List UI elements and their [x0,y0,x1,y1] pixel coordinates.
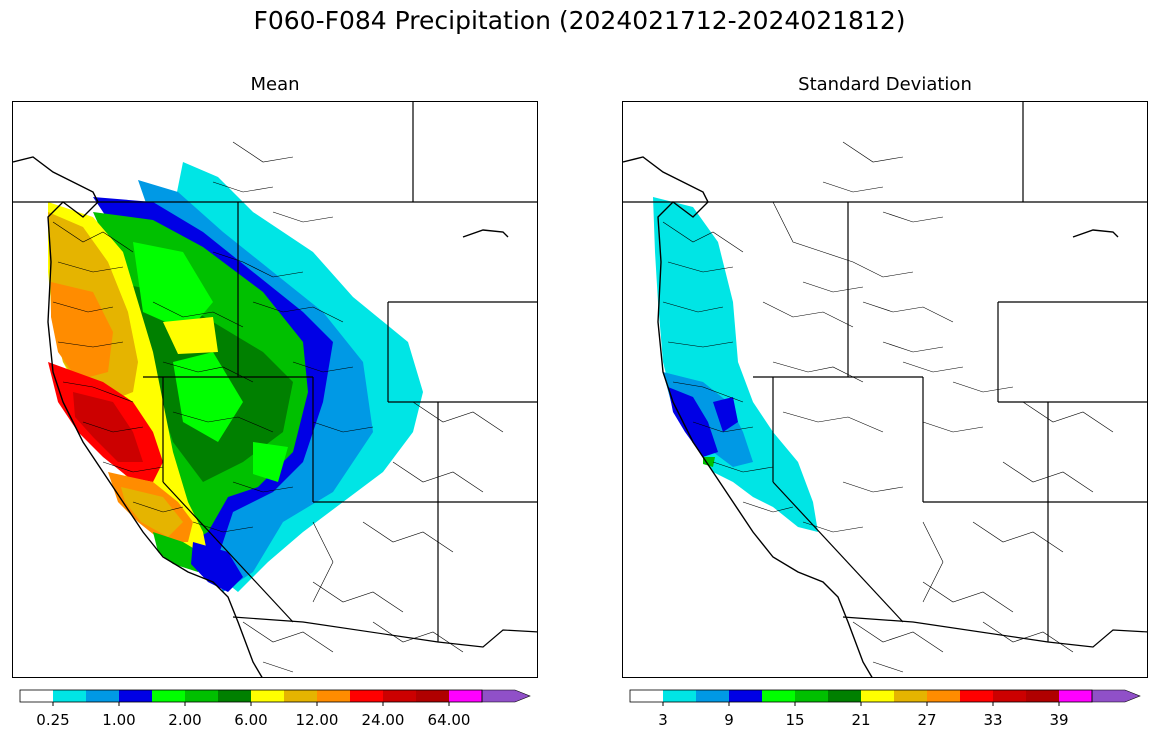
colorbar-swatch [696,690,729,702]
colorbar-swatch [894,690,927,702]
stddev-basin-lines [662,141,1114,673]
colorbar-swatch [284,690,317,702]
colorbar-swatch [630,690,663,702]
stddev-state-boundaries [623,102,1147,648]
colorbar-tick-label: 12.00 [295,711,339,729]
colorbar-swatch [663,690,696,702]
colorbar-swatch [251,690,284,702]
colorbar-tick-label: 33 [983,711,1003,729]
stddev-colorbar-svg [629,689,1141,706]
colorbar-swatch [861,690,894,702]
colorbar-swatch [185,690,218,702]
colorbar-tick-label: 9 [724,711,734,729]
colorbar-tick-label: 0.25 [36,711,70,729]
colorbar-swatch [1026,690,1059,702]
mean-colorbar-svg [19,689,531,706]
colorbar-tick-label: 24.00 [361,711,405,729]
colorbar-swatch [1059,690,1092,702]
mean-coastline [13,156,509,677]
colorbar-swatch [927,690,960,702]
stddev-colorbar [629,689,1141,706]
colorbar-swatch [762,690,795,702]
colorbar-tick-label: 1.00 [102,711,136,729]
colorbar-swatch [416,690,449,702]
colorbar-swatch [828,690,861,702]
stddev-map [622,101,1148,678]
mean-map [12,101,538,678]
colorbar-swatch [218,690,251,702]
stddev-panel-title: Standard Deviation [798,74,972,95]
mean-shading [48,162,423,592]
mean-state-boundaries [13,102,537,648]
colorbar-tick-label: 3 [658,711,668,729]
colorbar-swatch [86,690,119,702]
mean-colorbar [19,689,531,706]
colorbar-tick-label: 6.00 [234,711,268,729]
colorbar-tick-label: 64.00 [427,711,471,729]
colorbar-swatch [119,690,152,702]
colorbar-extend-arrow [1091,689,1141,703]
colorbar-swatch [449,690,482,702]
colorbar-extend-arrow [481,689,531,703]
colorbar-swatch [795,690,828,702]
colorbar-swatch [729,690,762,702]
colorbar-swatch [960,690,993,702]
colorbar-swatch [383,690,416,702]
mean-panel-title: Mean [250,74,300,95]
colorbar-tick-label: 21 [851,711,871,729]
mean-map-svg [13,102,537,677]
stddev-map-svg [623,102,1147,677]
colorbar-swatch [350,690,383,702]
colorbar-tick-label: 39 [1049,711,1069,729]
colorbar-swatch [993,690,1026,702]
colorbar-tick-label: 15 [785,711,805,729]
colorbar-tick-label: 27 [917,711,937,729]
stddev-coastline [623,156,1119,677]
colorbar-swatch [152,690,185,702]
colorbar-swatch [317,690,350,702]
colorbar-swatch [53,690,86,702]
colorbar-swatch [20,690,53,702]
colorbar-tick-label: 2.00 [168,711,202,729]
figure-title: F060-F084 Precipitation (2024021712-2024… [253,6,906,35]
